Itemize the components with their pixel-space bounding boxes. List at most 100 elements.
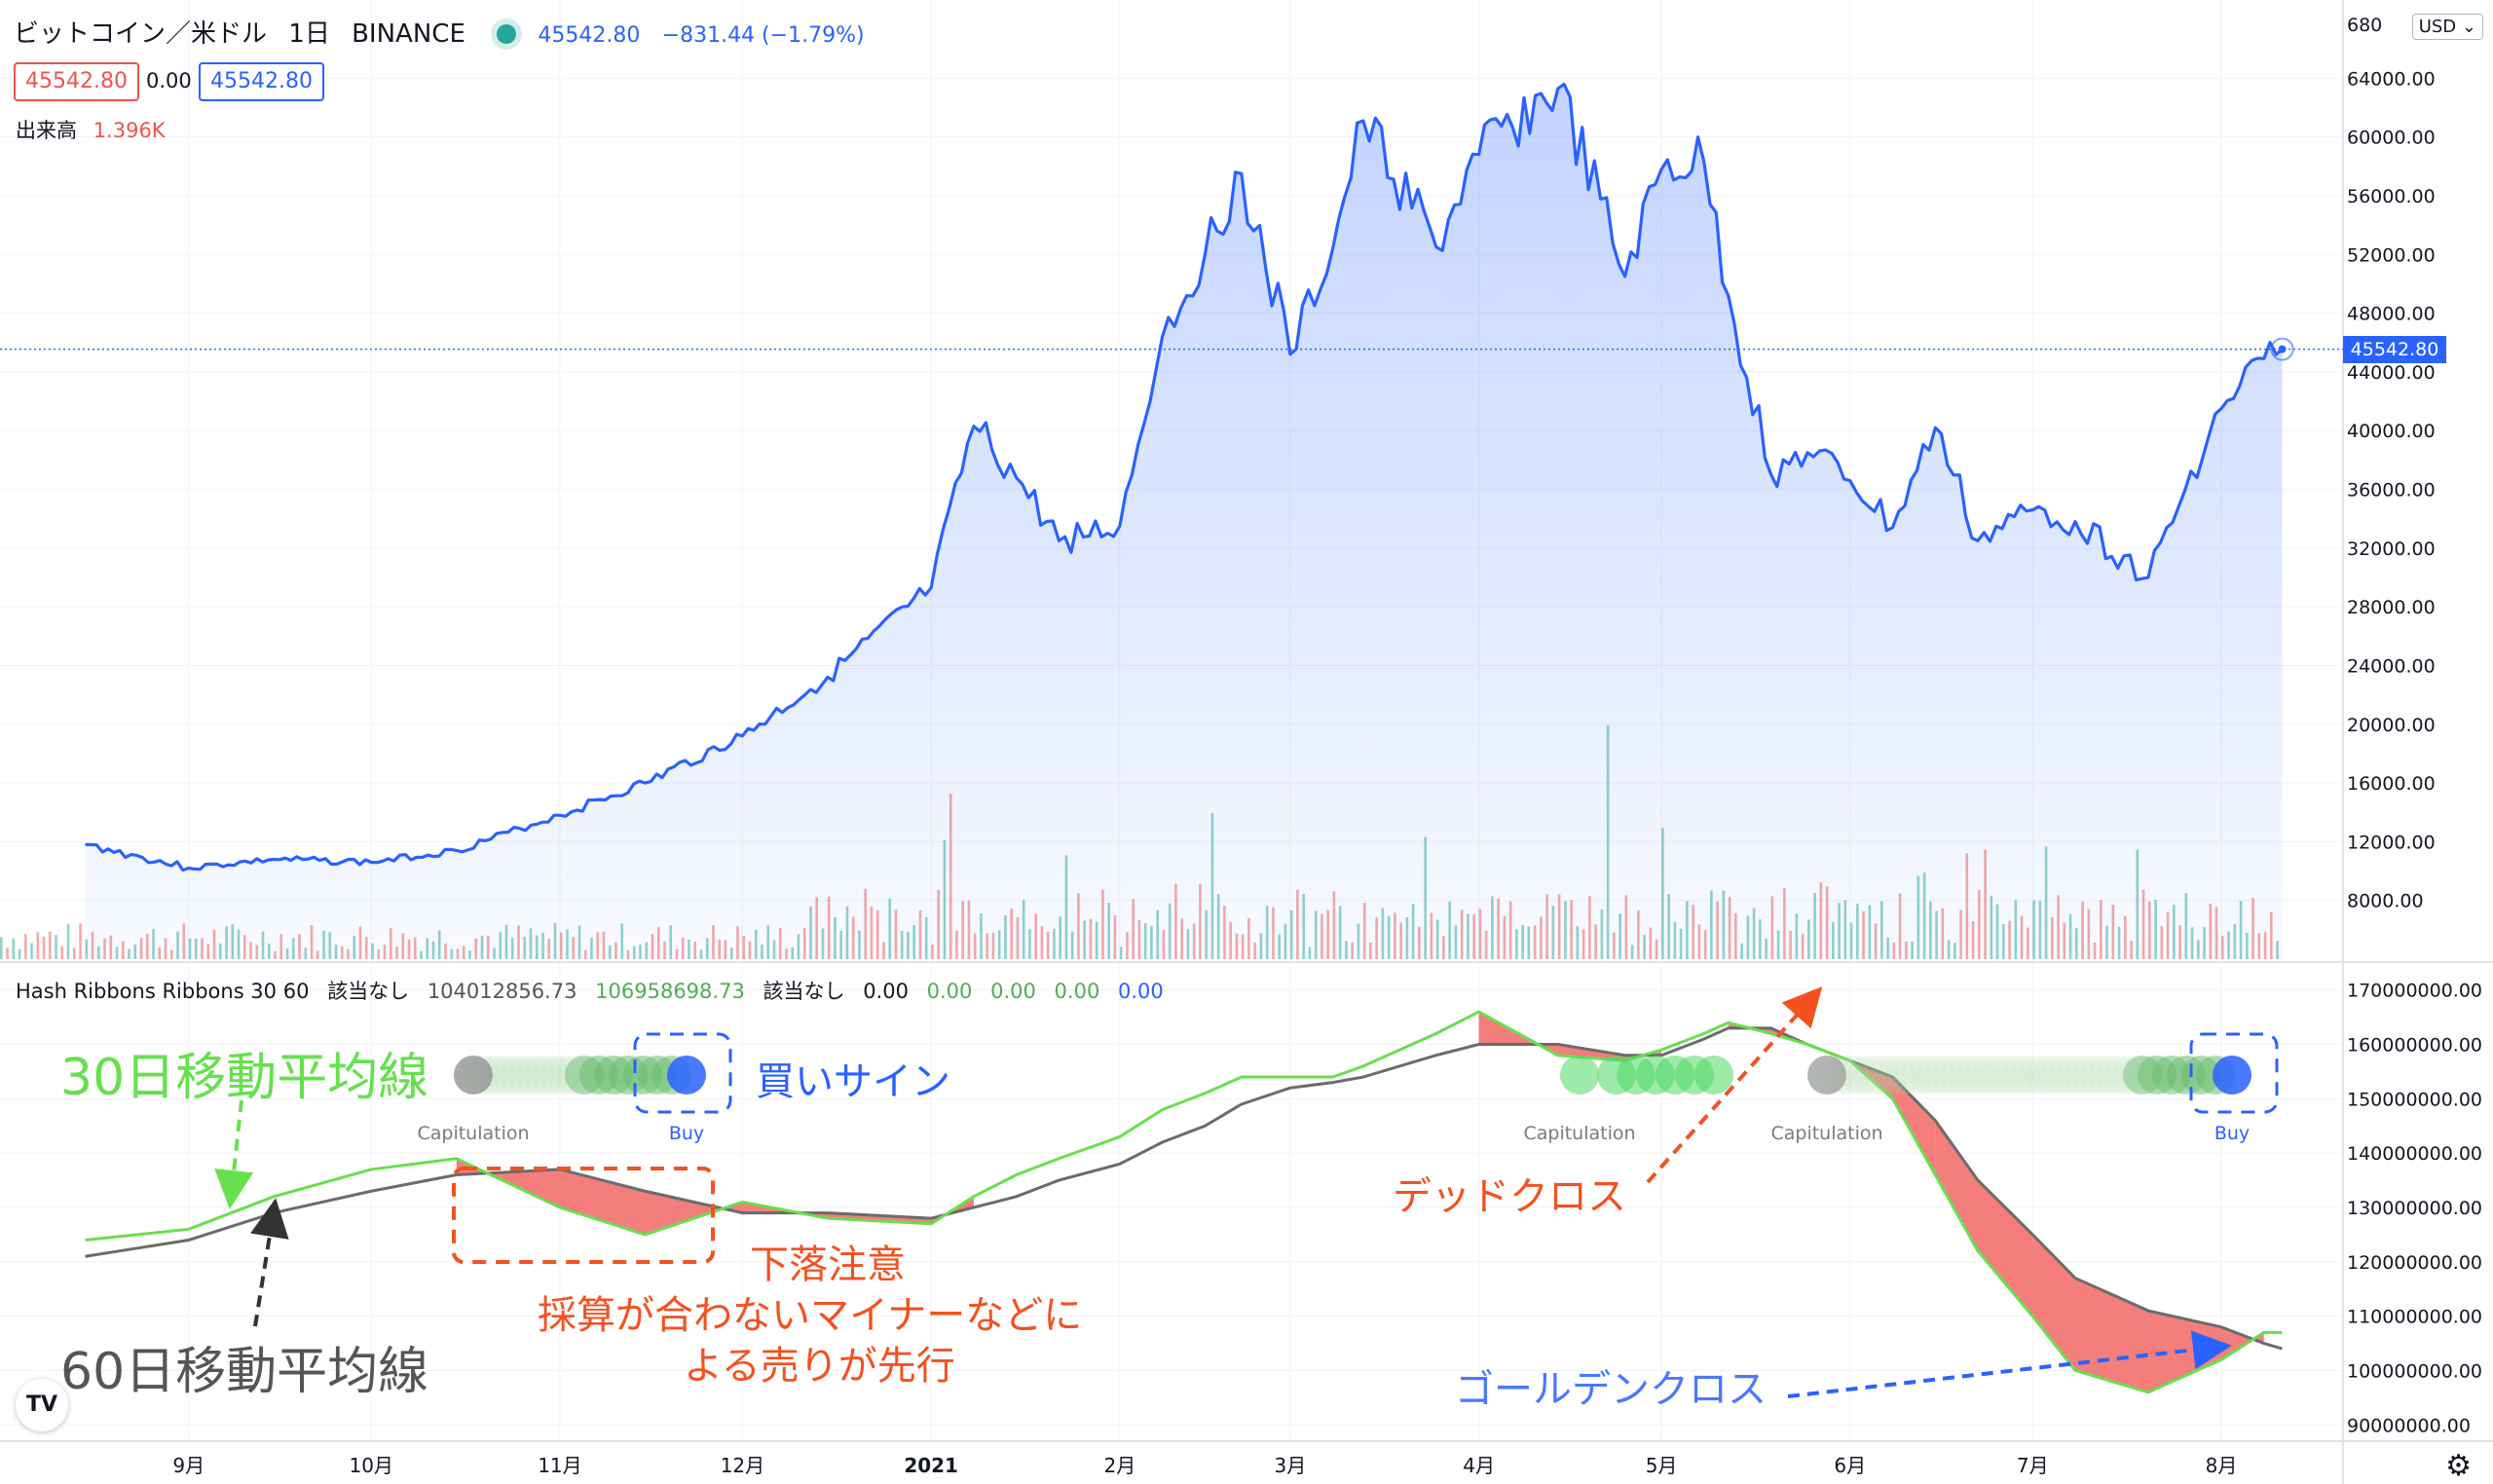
tradingview-logo[interactable]: TV — [16, 1379, 68, 1431]
currency-selector[interactable]: USD ⌄ — [2411, 14, 2483, 40]
price-axis-label: 60000.00 — [2347, 128, 2436, 149]
recovery-dot — [623, 1056, 662, 1094]
time-axis-label: 4月 — [1463, 1454, 1495, 1477]
ribbon-dot — [2135, 1056, 2174, 1094]
buy-sign-annotation: 買いサイン — [756, 1059, 950, 1104]
symbol-legend[interactable]: ビットコイン／米ドル 1日 BINANCE 45542.80 −831.44 (… — [14, 14, 878, 50]
gear-icon[interactable]: ⚙ — [2445, 1449, 2472, 1483]
price-axis-label: 40000.00 — [2347, 421, 2436, 442]
ribbon-dot — [1909, 1056, 1948, 1094]
price-area — [85, 84, 2283, 959]
ribbon-dot — [578, 1056, 617, 1094]
volume-value: 1.396K — [93, 119, 166, 142]
buy-label: Buy — [2214, 1123, 2250, 1144]
golden-cross-annotation: ゴールデンクロス — [1455, 1367, 1767, 1412]
capitulation-label: Capitulation — [417, 1123, 529, 1144]
chevron-down-icon: ⌄ — [2461, 17, 2476, 37]
ribbon-dot — [1916, 1056, 1955, 1094]
recovery-dot — [638, 1056, 677, 1094]
caution-title: 下落注意 — [750, 1243, 906, 1287]
ribbon-dot — [2150, 1056, 2189, 1094]
recovery-dot — [565, 1056, 604, 1094]
ribbon-dot — [617, 1056, 656, 1094]
price-axis-label: 36000.00 — [2347, 480, 2436, 501]
ribbon-dot — [2166, 1056, 2205, 1094]
time-axis-label: 2月 — [1104, 1454, 1136, 1477]
volume-bar — [18, 948, 21, 959]
indicator-legend[interactable]: Hash Ribbons Ribbons 30 60 該当なし 10401285… — [16, 980, 1164, 1003]
market-open-icon — [497, 24, 517, 44]
ma60-annotation: 60日移動平均線 — [60, 1343, 429, 1401]
ribbon-dot — [2018, 1056, 2057, 1094]
ribbon-dot — [2041, 1056, 2080, 1094]
ribbon-dot — [1854, 1056, 1893, 1094]
ribbon-dot — [2088, 1056, 2127, 1094]
ribbon-dot — [1932, 1056, 1971, 1094]
ribbon-dot — [2111, 1056, 2150, 1094]
ribbon-dot — [2026, 1056, 2065, 1094]
ribbon-dot — [2033, 1056, 2072, 1094]
capitulation-label: Capitulation — [1770, 1123, 1882, 1144]
time-axis-label: 12月 — [721, 1454, 764, 1477]
ribbon-dot — [594, 1056, 633, 1094]
ribbon-fill — [2075, 1278, 2149, 1392]
symbol-name[interactable]: ビットコイン／米ドル — [14, 19, 268, 49]
volume-bar — [79, 923, 82, 959]
ribbon-dot — [2174, 1056, 2213, 1094]
time-axis-label: 6月 — [1834, 1454, 1866, 1477]
ribbon-dot — [1940, 1056, 1979, 1094]
ribbon-dot — [1963, 1056, 2002, 1094]
hash-axis-label: 120000000.00 — [2347, 1252, 2482, 1274]
ribbon-dot — [1885, 1056, 1924, 1094]
volume-bar — [12, 938, 16, 959]
buy-dot — [2213, 1056, 2251, 1094]
hash-axis-label: 90000000.00 — [2347, 1415, 2471, 1436]
volume-bar — [30, 943, 33, 959]
volume-bar — [66, 923, 70, 959]
time-axis-label: 3月 — [1274, 1454, 1306, 1477]
ribbon-dot — [610, 1056, 649, 1094]
recovery-dot — [2167, 1056, 2206, 1094]
ribbon-dot — [2103, 1056, 2142, 1094]
indicator-value-ma60: 104012856.73 — [427, 980, 577, 1003]
ribbon-dot — [493, 1056, 532, 1094]
price-axis-label: 12000.00 — [2347, 832, 2436, 853]
ribbon-dot — [563, 1056, 602, 1094]
interval-label[interactable]: 1日 — [288, 19, 330, 49]
recovery-dot — [594, 1056, 633, 1094]
ribbon-dot — [485, 1056, 524, 1094]
recovery-dot — [609, 1056, 648, 1094]
buy-highlight-box — [633, 1032, 732, 1114]
hash-axis-label: 160000000.00 — [2347, 1035, 2482, 1057]
hash-axis-label: 110000000.00 — [2347, 1307, 2482, 1328]
ribbon-dot — [1893, 1056, 1932, 1094]
hash-axis-label: 140000000.00 — [2347, 1143, 2482, 1165]
volume-label: 出来高 — [16, 119, 77, 142]
ribbon-dot — [501, 1056, 540, 1094]
dead-cross-annotation: デッドクロス — [1393, 1174, 1626, 1219]
ribbon-dot — [1862, 1056, 1901, 1094]
recovery-dot — [2138, 1056, 2177, 1094]
ribbon-dot — [1846, 1056, 1885, 1094]
last-price-tag: 45542.80 — [2343, 335, 2446, 363]
time-axis-label: 7月 — [2017, 1454, 2049, 1477]
ribbon-dot — [524, 1056, 563, 1094]
time-axis-label: 8月 — [2206, 1454, 2238, 1477]
volume-legend[interactable]: 出来高 1.396K — [16, 115, 166, 144]
ribbon-dot — [2010, 1056, 2049, 1094]
ribbon-dot — [540, 1056, 578, 1094]
buy-price-box[interactable]: 45542.80 — [199, 62, 324, 101]
time-axis-label: 10月 — [349, 1454, 392, 1477]
hash-axis-label: 130000000.00 — [2347, 1198, 2482, 1219]
price-axis: 680 64000.00 60000.00 56000.00 52000.00 48000… — [2347, 15, 2436, 912]
caution-line-1: 採算が合わないマイナーなどに — [538, 1293, 1083, 1338]
last-price: 45542.80 — [538, 23, 641, 48]
sell-price-box[interactable]: 45542.80 — [14, 62, 139, 101]
price-axis-label: 48000.00 — [2347, 304, 2436, 325]
ribbon-fill — [1892, 1077, 1936, 1175]
buy-dot — [667, 1056, 706, 1094]
volume-bar — [23, 934, 27, 959]
price-axis-label: 64000.00 — [2347, 68, 2436, 90]
time-axis: 9月 10月 11月 12月 2021 2月 3月 4月 5月 6月 7月 8月 — [172, 1454, 2237, 1477]
